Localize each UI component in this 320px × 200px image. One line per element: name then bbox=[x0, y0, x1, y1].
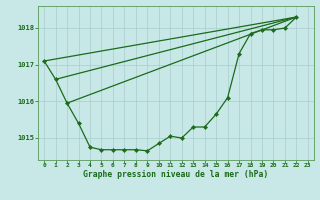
X-axis label: Graphe pression niveau de la mer (hPa): Graphe pression niveau de la mer (hPa) bbox=[84, 170, 268, 179]
